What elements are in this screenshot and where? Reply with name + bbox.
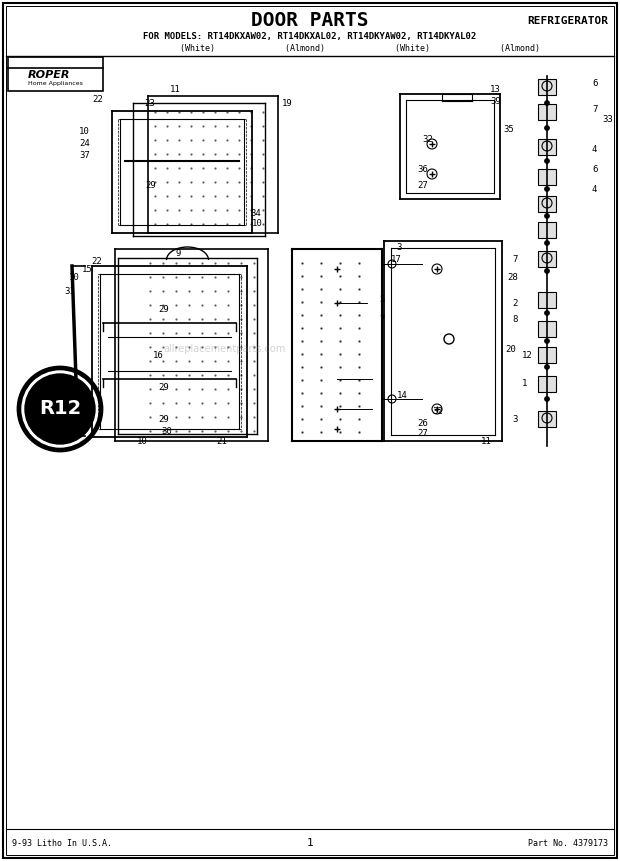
Text: 28: 28 bbox=[507, 272, 518, 282]
Circle shape bbox=[544, 269, 549, 274]
Circle shape bbox=[25, 374, 95, 444]
Circle shape bbox=[544, 311, 549, 315]
Text: 39: 39 bbox=[490, 96, 501, 106]
Text: allreplacementparts.com: allreplacementparts.com bbox=[164, 344, 286, 354]
Text: 27: 27 bbox=[417, 430, 428, 438]
Text: 11: 11 bbox=[481, 437, 492, 445]
Text: 17: 17 bbox=[391, 255, 402, 263]
Text: 35: 35 bbox=[503, 125, 514, 133]
Text: 37: 37 bbox=[79, 151, 90, 159]
Text: 7: 7 bbox=[379, 314, 385, 324]
Bar bbox=[538, 169, 556, 185]
Text: 26: 26 bbox=[417, 419, 428, 429]
Text: 27: 27 bbox=[417, 182, 428, 190]
Text: 3: 3 bbox=[512, 414, 517, 424]
Circle shape bbox=[544, 364, 549, 369]
Bar bbox=[538, 347, 556, 363]
Bar bbox=[538, 251, 556, 267]
Text: 14: 14 bbox=[397, 392, 408, 400]
Text: R12: R12 bbox=[39, 400, 81, 418]
Text: 19: 19 bbox=[282, 98, 293, 108]
Text: 9-93 Litho In U.S.A.: 9-93 Litho In U.S.A. bbox=[12, 839, 112, 847]
Text: 1: 1 bbox=[307, 838, 313, 848]
Text: 10: 10 bbox=[69, 274, 80, 282]
Text: 15: 15 bbox=[82, 265, 93, 275]
Circle shape bbox=[544, 158, 549, 164]
Text: 36: 36 bbox=[417, 164, 428, 174]
Text: 11: 11 bbox=[170, 85, 180, 95]
Bar bbox=[538, 139, 556, 155]
Circle shape bbox=[544, 126, 549, 131]
Circle shape bbox=[544, 214, 549, 219]
Text: 23: 23 bbox=[144, 98, 155, 108]
Text: FOR MODELS: RT14DKXAW02, RT14DKXAL02, RT14DKYAW02, RT14DKYAL02: FOR MODELS: RT14DKXAW02, RT14DKXAL02, RT… bbox=[143, 33, 477, 41]
Text: 21: 21 bbox=[216, 437, 228, 445]
Text: 13: 13 bbox=[490, 84, 501, 94]
Text: 22: 22 bbox=[92, 95, 103, 103]
Text: (White)              (Almond)              (White)              (Almond): (White) (Almond) (White) (Almond) bbox=[80, 44, 540, 53]
Text: 5: 5 bbox=[379, 294, 385, 303]
Text: 2: 2 bbox=[512, 299, 517, 307]
Circle shape bbox=[544, 187, 549, 191]
Text: 33: 33 bbox=[602, 115, 613, 123]
Bar bbox=[538, 79, 556, 95]
Text: 32: 32 bbox=[422, 134, 433, 144]
Text: 29: 29 bbox=[145, 182, 156, 190]
Bar bbox=[8, 57, 103, 91]
Text: 7: 7 bbox=[512, 255, 517, 263]
Text: 31: 31 bbox=[64, 287, 75, 295]
Text: REFRIGERATOR: REFRIGERATOR bbox=[527, 16, 608, 26]
Text: 24: 24 bbox=[79, 139, 90, 147]
Text: 12: 12 bbox=[522, 351, 533, 361]
Circle shape bbox=[544, 397, 549, 401]
Text: 9: 9 bbox=[175, 249, 180, 257]
Text: 29: 29 bbox=[158, 414, 169, 424]
Text: 16: 16 bbox=[153, 350, 164, 360]
Text: 29: 29 bbox=[158, 305, 169, 313]
Text: 3: 3 bbox=[397, 243, 402, 251]
Text: 8: 8 bbox=[512, 314, 517, 324]
Text: 6: 6 bbox=[592, 164, 598, 174]
Text: 10: 10 bbox=[79, 423, 90, 431]
Bar bbox=[538, 321, 556, 337]
Text: Part No. 4379173: Part No. 4379173 bbox=[528, 839, 608, 847]
Text: 10: 10 bbox=[252, 219, 263, 227]
Text: 6: 6 bbox=[592, 78, 598, 88]
Circle shape bbox=[544, 101, 549, 106]
Circle shape bbox=[544, 240, 549, 245]
Bar bbox=[538, 376, 556, 392]
Circle shape bbox=[544, 338, 549, 344]
Text: 22: 22 bbox=[91, 257, 102, 265]
Text: Home Appliances: Home Appliances bbox=[28, 80, 83, 85]
Circle shape bbox=[18, 367, 102, 451]
Bar bbox=[538, 104, 556, 120]
Text: 32: 32 bbox=[432, 406, 443, 416]
Text: DOOR PARTS: DOOR PARTS bbox=[251, 11, 369, 30]
Circle shape bbox=[22, 371, 98, 447]
Bar bbox=[538, 222, 556, 238]
Text: 34: 34 bbox=[250, 208, 261, 218]
Text: 10: 10 bbox=[136, 437, 148, 445]
Text: 4: 4 bbox=[592, 184, 598, 194]
Text: 1: 1 bbox=[522, 379, 528, 387]
Bar bbox=[538, 196, 556, 212]
Text: 7: 7 bbox=[592, 104, 598, 114]
Bar bbox=[538, 292, 556, 308]
Text: 20: 20 bbox=[505, 344, 516, 354]
Text: 18: 18 bbox=[44, 376, 55, 386]
Text: 4: 4 bbox=[592, 145, 598, 153]
Text: 30: 30 bbox=[162, 426, 172, 436]
Text: ROPER: ROPER bbox=[28, 70, 71, 80]
Bar bbox=[538, 411, 556, 427]
Text: 25: 25 bbox=[44, 394, 55, 404]
Text: 10: 10 bbox=[79, 127, 90, 135]
Text: 29: 29 bbox=[158, 382, 169, 392]
